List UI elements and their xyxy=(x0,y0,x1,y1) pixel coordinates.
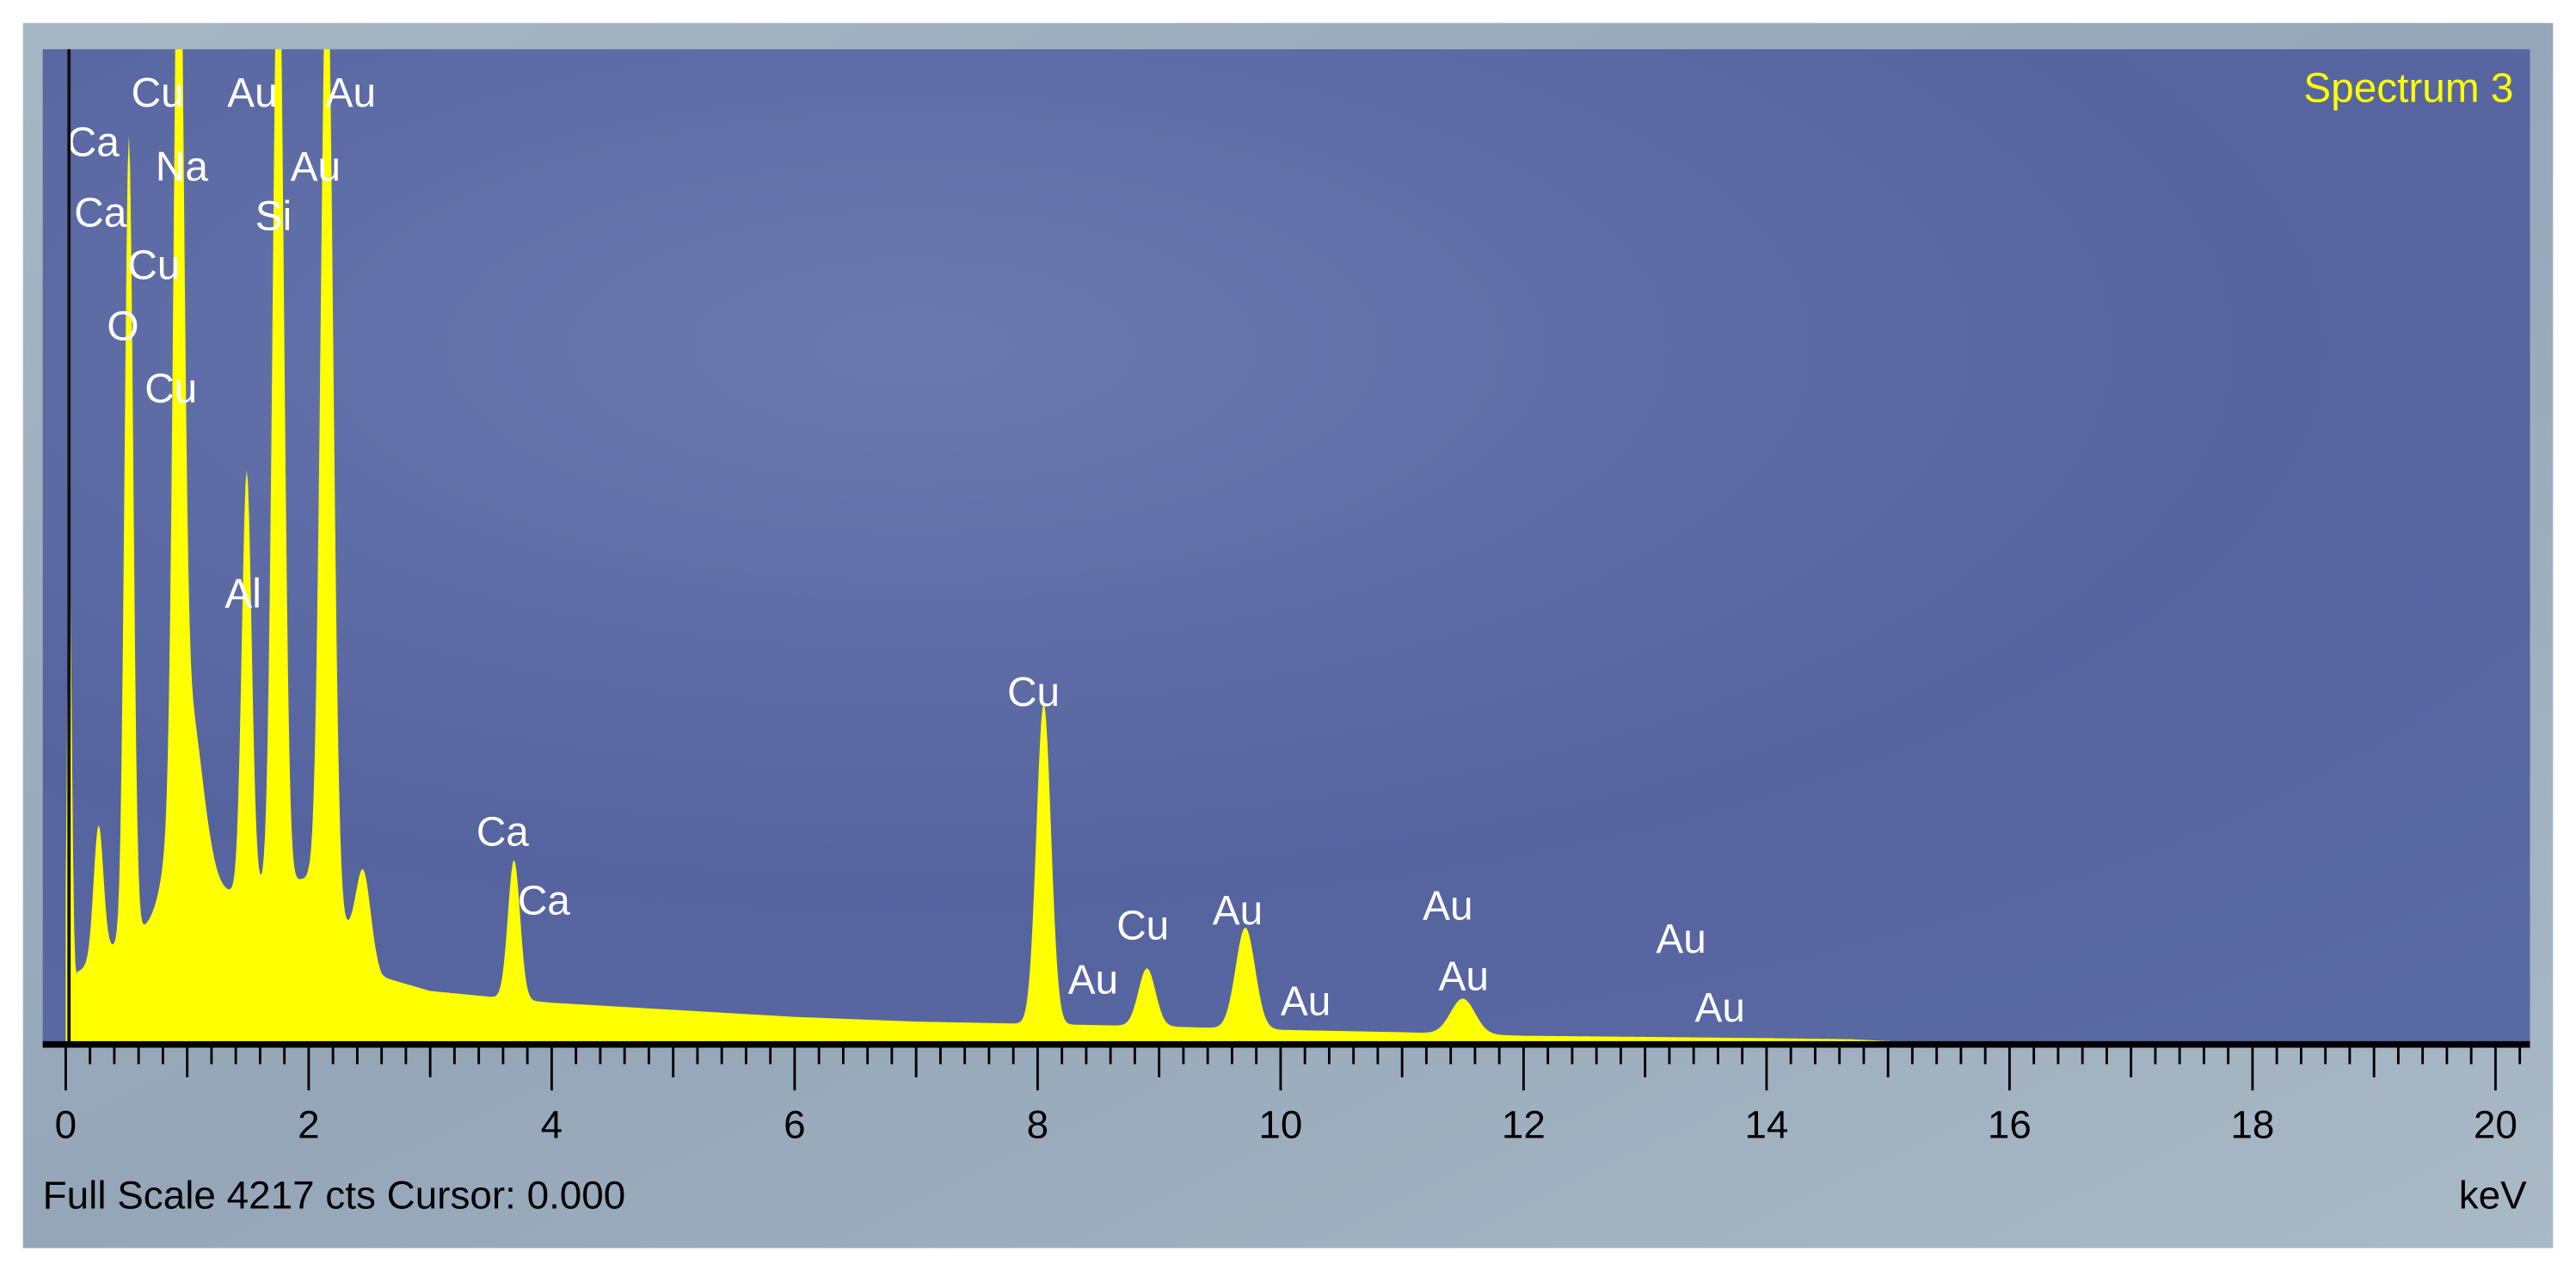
peak-label: Au xyxy=(1695,985,1745,1031)
peak-label: Si xyxy=(255,193,292,239)
plot-area xyxy=(42,49,2530,1043)
peak-label: Au xyxy=(291,144,341,190)
peak-label: Na xyxy=(156,144,208,190)
peak-label: Ca xyxy=(67,120,120,165)
x-tick-label: 8 xyxy=(1027,1103,1049,1147)
peak-label: Au xyxy=(1439,954,1489,1000)
peak-label: Cu xyxy=(132,71,184,116)
peak-label: Au xyxy=(1068,958,1118,1003)
x-tick-label: 18 xyxy=(2230,1103,2274,1147)
peak-label: Cu xyxy=(127,243,180,289)
x-tick-label: 0 xyxy=(55,1103,77,1147)
peak-label: Au xyxy=(227,71,277,116)
spectrum-title: Spectrum 3 xyxy=(2303,65,2513,111)
peak-label: Au xyxy=(1656,917,1706,962)
peak-label: Cu xyxy=(1116,904,1169,949)
peak-label: Au xyxy=(1281,978,1331,1024)
peak-label: Ca xyxy=(74,191,126,236)
x-tick-label: 4 xyxy=(541,1103,563,1147)
peak-label: Al xyxy=(224,572,261,617)
spectrum-area xyxy=(65,49,1925,1043)
x-tick-label: 10 xyxy=(1258,1103,1302,1147)
peak-label: Au xyxy=(326,71,376,116)
x-tick-label: 20 xyxy=(2474,1103,2518,1147)
x-tick-label: 12 xyxy=(1502,1103,1546,1147)
peak-label: O xyxy=(107,304,138,349)
peak-label: Ca xyxy=(476,810,529,856)
x-axis-unit: keV xyxy=(2459,1174,2527,1218)
peak-label: Au xyxy=(1423,883,1472,929)
x-tick-label: 16 xyxy=(1988,1103,2032,1147)
full-scale-cursor-readout: Full Scale 4217 cts Cursor: 0.000 xyxy=(43,1174,626,1218)
peak-label: Au xyxy=(1213,888,1263,934)
x-tick-label: 2 xyxy=(298,1103,320,1147)
x-tick-label: 14 xyxy=(1744,1103,1788,1147)
peak-label: Cu xyxy=(144,366,197,412)
x-tick-label: 6 xyxy=(784,1103,806,1147)
peak-label: Ca xyxy=(518,879,570,924)
peak-label: Cu xyxy=(1007,670,1060,715)
